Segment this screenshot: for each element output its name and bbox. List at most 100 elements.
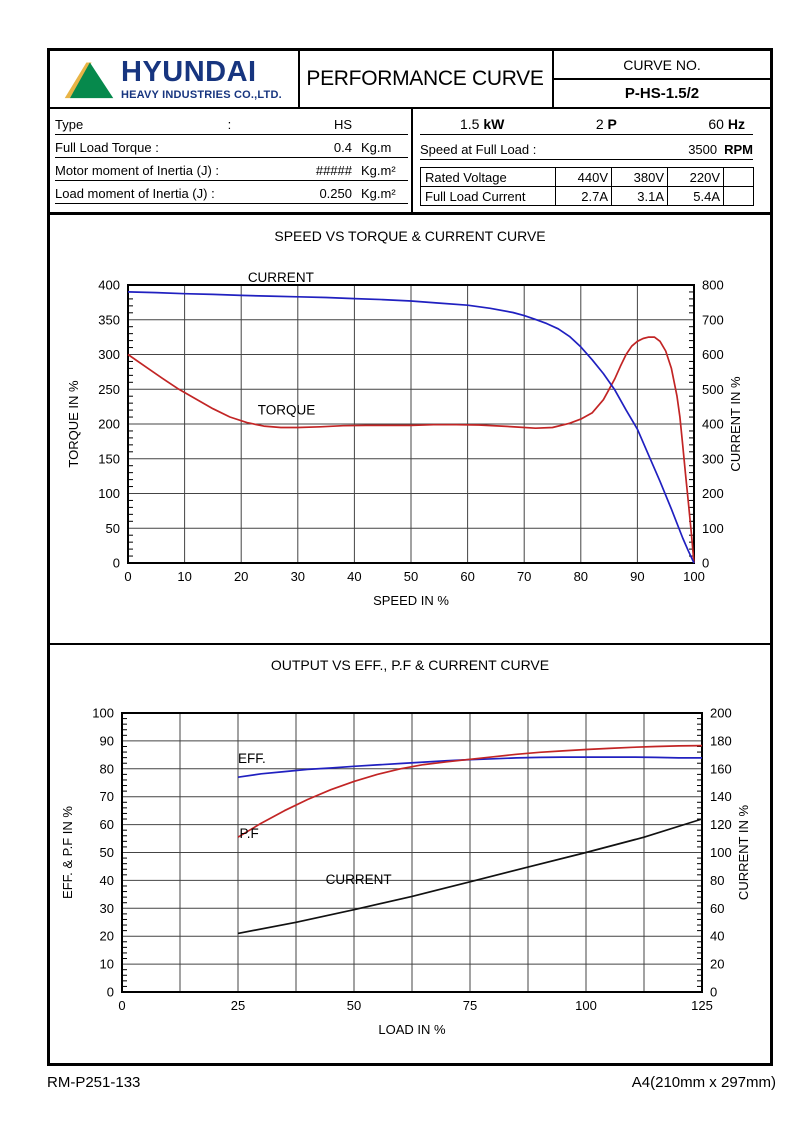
svg-text:SPEED IN %: SPEED IN %: [373, 593, 449, 608]
svg-text:0: 0: [107, 985, 114, 1000]
svg-text:EFF. & P.F IN %: EFF. & P.F IN %: [60, 806, 75, 899]
svg-text:70: 70: [517, 569, 531, 584]
svg-text:300: 300: [98, 347, 120, 362]
svg-text:0: 0: [710, 985, 717, 1000]
header-divider-2: [552, 51, 554, 109]
voltage-current-table: Rated Voltage 440V 380V 220V Full Load C…: [420, 167, 754, 206]
svg-text:300: 300: [702, 451, 724, 466]
svg-text:250: 250: [98, 382, 120, 397]
svg-text:100: 100: [575, 998, 597, 1013]
rating-frequency: 60 Hz: [708, 116, 745, 132]
svg-text:600: 600: [702, 347, 724, 362]
svg-text:800: 800: [702, 278, 724, 293]
rating-poles: 2 P: [595, 116, 617, 132]
curve-no-divider: [554, 78, 770, 80]
spec-row-motor-inertia: Motor moment of Inertia (J) : ##### Kg.m…: [55, 158, 408, 181]
svg-text:10: 10: [100, 957, 114, 972]
curve-TORQUE: [127, 336, 695, 564]
spec-bottom-divider: [50, 212, 770, 215]
output-eff-pf-current-chart: 0 10 20 30 40 50 60 70 80 90 100 0 20 40 60 80 100 120 140…: [50, 645, 770, 1066]
table-row-full-load-current: Full Load Current 2.7A 3.1A 5.4A: [420, 186, 754, 206]
hyundai-triangle-icon: [64, 62, 114, 99]
svg-text:80: 80: [574, 569, 588, 584]
svg-text:50: 50: [100, 845, 114, 860]
svg-text:20: 20: [710, 957, 724, 972]
speed-torque-current-chart: 0 50 100 150 200 250 300 350 400 0 100 200 300 400 500…: [50, 217, 770, 643]
svg-text:80: 80: [710, 873, 724, 888]
svg-text:700: 700: [702, 312, 724, 327]
spec-divider: [411, 109, 413, 212]
curve-P.F: [237, 744, 703, 838]
header-bottom-divider: [50, 107, 770, 109]
svg-text:400: 400: [98, 278, 120, 293]
svg-text:400: 400: [702, 417, 724, 432]
svg-text:200: 200: [702, 486, 724, 501]
footer-doc-number: RM-P251-133: [47, 1074, 141, 1091]
svg-text:120: 120: [710, 817, 732, 832]
svg-text:30: 30: [291, 569, 305, 584]
curve-no-value: P-HS-1.5/2: [624, 85, 700, 102]
svg-text:50: 50: [404, 569, 418, 584]
spec-row-load-inertia: Load moment of Inertia (J) : 0.250 Kg.m²: [55, 181, 408, 204]
svg-text:150: 150: [98, 451, 120, 466]
svg-text:LOAD IN %: LOAD IN %: [378, 1022, 446, 1037]
company-logo: HYUNDAI HEAVY INDUSTRIES CO.,LTD.: [50, 51, 298, 107]
output-eff-pf-current-svg: 0 10 20 30 40 50 60 70 80 90 100 0 20 40 60 80 100 120 140…: [60, 706, 751, 1038]
chart1-title: SPEED VS TORQUE & CURRENT CURVE: [274, 228, 546, 244]
svg-text:CURRENT: CURRENT: [326, 872, 392, 887]
svg-text:350: 350: [98, 312, 120, 327]
svg-text:80: 80: [100, 761, 114, 776]
svg-text:0: 0: [113, 556, 120, 571]
spec-row-type: Type : HS: [55, 112, 408, 135]
svg-text:30: 30: [100, 901, 114, 916]
svg-text:200: 200: [710, 706, 732, 721]
svg-text:EFF.: EFF.: [238, 751, 266, 766]
svg-text:60: 60: [460, 569, 474, 584]
svg-text:CURRENT IN %: CURRENT IN %: [728, 376, 743, 472]
svg-text:60: 60: [100, 817, 114, 832]
svg-text:50: 50: [347, 998, 361, 1013]
svg-text:100: 100: [92, 706, 114, 721]
svg-text:TORQUE: TORQUE: [258, 402, 316, 417]
svg-text:100: 100: [702, 521, 724, 536]
svg-text:160: 160: [710, 761, 732, 776]
svg-text:100: 100: [98, 486, 120, 501]
svg-text:75: 75: [463, 998, 477, 1013]
svg-text:60: 60: [710, 901, 724, 916]
company-subtitle: HEAVY INDUSTRIES CO.,LTD.: [121, 88, 282, 101]
company-name: HYUNDAI: [121, 55, 257, 88]
svg-text:100: 100: [683, 569, 705, 584]
header-divider-1: [298, 51, 300, 109]
svg-text:50: 50: [106, 521, 120, 536]
curve-no-label: CURVE NO.: [623, 56, 701, 73]
page-border: [47, 48, 773, 1066]
chart2-title: OUTPUT VS EFF., P.F & CURRENT CURVE: [270, 657, 550, 673]
svg-text:0: 0: [118, 998, 125, 1013]
svg-text:125: 125: [691, 998, 713, 1013]
speed-torque-current-svg: 0501001502002503003504000100200300400500…: [66, 270, 743, 608]
table-row-rated-voltage: Rated Voltage 440V 380V 220V: [420, 167, 754, 187]
svg-text:200: 200: [98, 417, 120, 432]
rating-row: 1.5 kW 2 P 60 Hz: [420, 112, 753, 135]
svg-text:40: 40: [100, 873, 114, 888]
svg-text:90: 90: [100, 733, 114, 748]
svg-text:TORQUE IN %: TORQUE IN %: [66, 380, 81, 468]
svg-text:70: 70: [100, 789, 114, 804]
speed-row: Speed at Full Load : 3500 RPM: [420, 135, 753, 160]
svg-text:10: 10: [177, 569, 191, 584]
chart-section-divider: [50, 643, 770, 645]
svg-text:20: 20: [100, 929, 114, 944]
footer-paper-size: A4(210mm x 297mm): [631, 1074, 776, 1091]
svg-text:0: 0: [702, 556, 709, 571]
svg-text:CURRENT: CURRENT: [248, 270, 314, 285]
svg-text:CURRENT IN %: CURRENT IN %: [736, 805, 751, 901]
svg-text:500: 500: [702, 382, 724, 397]
spec-row-full-load-torque: Full Load Torque : 0.4 Kg.m: [55, 135, 408, 158]
svg-text:90: 90: [630, 569, 644, 584]
spec-table-right: 1.5 kW 2 P 60 Hz Speed at Full Load : 35…: [420, 112, 754, 206]
svg-text:0: 0: [124, 569, 131, 584]
curve-CURRENT: [127, 291, 695, 564]
document-title: PERFORMANCE CURVE: [306, 67, 544, 90]
spec-table-left: Type : HS Full Load Torque : 0.4 Kg.m Mo…: [55, 112, 408, 204]
svg-text:40: 40: [710, 929, 724, 944]
